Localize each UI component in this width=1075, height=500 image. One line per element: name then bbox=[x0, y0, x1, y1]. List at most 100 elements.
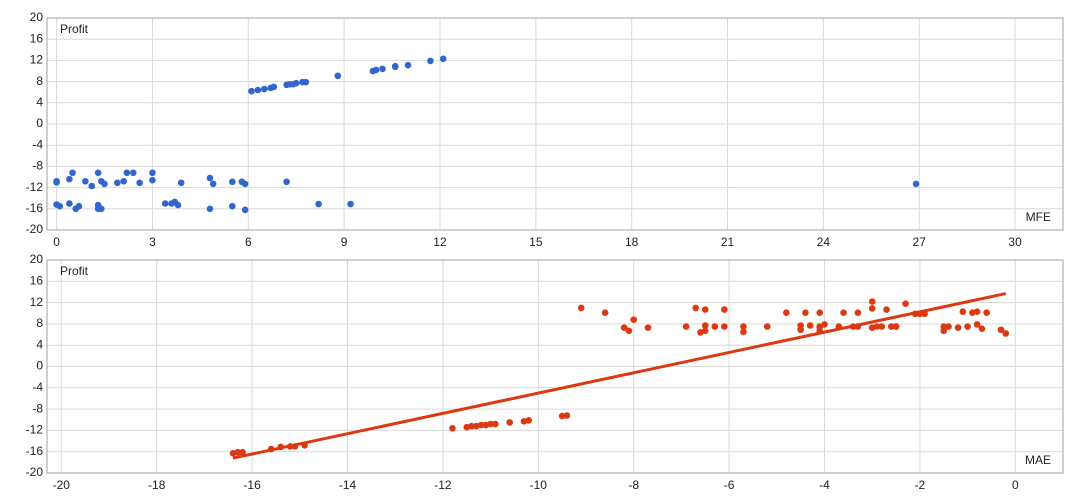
x-tick-label: -20 bbox=[53, 478, 71, 492]
x-axis-label: MAE bbox=[1025, 453, 1051, 467]
point bbox=[302, 78, 310, 86]
y-tick-label: 20 bbox=[30, 10, 44, 24]
point bbox=[241, 180, 249, 188]
point bbox=[506, 419, 513, 426]
x-tick-label: 21 bbox=[721, 235, 735, 249]
y-axis-label: Profit bbox=[60, 22, 89, 36]
y-axis-label: Profit bbox=[60, 264, 89, 278]
point bbox=[98, 205, 105, 213]
point bbox=[711, 323, 719, 330]
point bbox=[239, 448, 246, 456]
y-tick-label: 4 bbox=[36, 337, 43, 351]
point bbox=[701, 327, 709, 335]
point bbox=[721, 323, 728, 330]
point bbox=[120, 177, 127, 185]
x-tick-label: 18 bbox=[625, 235, 639, 249]
point bbox=[973, 321, 981, 328]
point bbox=[892, 323, 900, 330]
point bbox=[964, 323, 971, 330]
x-tick-label: 27 bbox=[913, 235, 927, 249]
point bbox=[177, 179, 185, 187]
x-tick-label: -18 bbox=[148, 478, 166, 492]
x-tick-label: -4 bbox=[819, 478, 830, 492]
point bbox=[270, 83, 278, 91]
point bbox=[229, 202, 236, 210]
point bbox=[66, 200, 73, 207]
point bbox=[701, 322, 709, 329]
point bbox=[69, 169, 76, 177]
point bbox=[783, 309, 790, 317]
point bbox=[283, 178, 290, 186]
point bbox=[873, 323, 881, 330]
x-tick-label: 15 bbox=[529, 235, 543, 249]
point bbox=[136, 179, 143, 187]
point bbox=[997, 326, 1005, 334]
point bbox=[763, 323, 771, 330]
point bbox=[260, 85, 268, 93]
y-tick-label: 8 bbox=[36, 74, 43, 88]
point bbox=[563, 412, 571, 419]
point bbox=[439, 55, 447, 63]
point bbox=[404, 61, 412, 69]
point bbox=[912, 180, 920, 188]
x-tick-label: -2 bbox=[915, 478, 926, 492]
y-tick-label: 8 bbox=[36, 316, 43, 330]
y-tick-label: -20 bbox=[26, 222, 44, 236]
point bbox=[94, 169, 102, 177]
point bbox=[487, 420, 494, 428]
point bbox=[149, 169, 156, 177]
x-tick-label: 12 bbox=[433, 235, 447, 249]
point bbox=[254, 86, 262, 94]
x-axis-label: MFE bbox=[1026, 210, 1051, 224]
y-tick-label: 0 bbox=[36, 116, 43, 130]
y-tick-label: -12 bbox=[26, 180, 44, 194]
point bbox=[1002, 330, 1010, 337]
y-tick-label: -8 bbox=[32, 401, 43, 415]
trend-line bbox=[232, 292, 1007, 460]
point bbox=[954, 324, 962, 331]
point bbox=[854, 309, 862, 317]
point bbox=[630, 316, 638, 323]
point bbox=[701, 306, 709, 313]
point bbox=[379, 65, 386, 73]
point bbox=[56, 202, 64, 210]
point bbox=[821, 321, 828, 328]
point bbox=[797, 322, 804, 329]
x-tick-label: -6 bbox=[724, 478, 735, 492]
point bbox=[315, 200, 322, 208]
point bbox=[721, 306, 728, 313]
point bbox=[740, 323, 747, 330]
y-tick-label: -20 bbox=[26, 465, 44, 479]
point bbox=[477, 421, 485, 429]
point bbox=[525, 416, 533, 424]
point bbox=[149, 176, 156, 184]
y-tick-label: 12 bbox=[30, 53, 44, 67]
point bbox=[206, 205, 214, 213]
y-tick-label: 16 bbox=[30, 273, 44, 287]
point bbox=[334, 72, 342, 80]
point bbox=[113, 179, 121, 187]
y-tick-label: 0 bbox=[36, 359, 43, 373]
y-tick-label: 12 bbox=[30, 295, 44, 309]
point bbox=[209, 180, 217, 188]
point bbox=[692, 304, 700, 312]
point bbox=[840, 309, 847, 317]
point bbox=[945, 323, 952, 330]
point bbox=[88, 182, 96, 190]
x-tick-label: -8 bbox=[628, 478, 639, 492]
point bbox=[492, 420, 499, 428]
point bbox=[174, 201, 182, 209]
point bbox=[878, 323, 886, 330]
point bbox=[868, 298, 876, 305]
x-tick-label: -10 bbox=[530, 478, 548, 492]
point bbox=[601, 309, 609, 317]
y-tick-label: 20 bbox=[30, 252, 44, 266]
point bbox=[391, 62, 399, 70]
x-tick-label: -16 bbox=[243, 478, 261, 492]
point bbox=[449, 424, 456, 432]
x-tick-label: 0 bbox=[53, 235, 60, 249]
point bbox=[123, 169, 131, 177]
point bbox=[75, 202, 83, 210]
point bbox=[902, 300, 909, 307]
point bbox=[868, 305, 876, 312]
